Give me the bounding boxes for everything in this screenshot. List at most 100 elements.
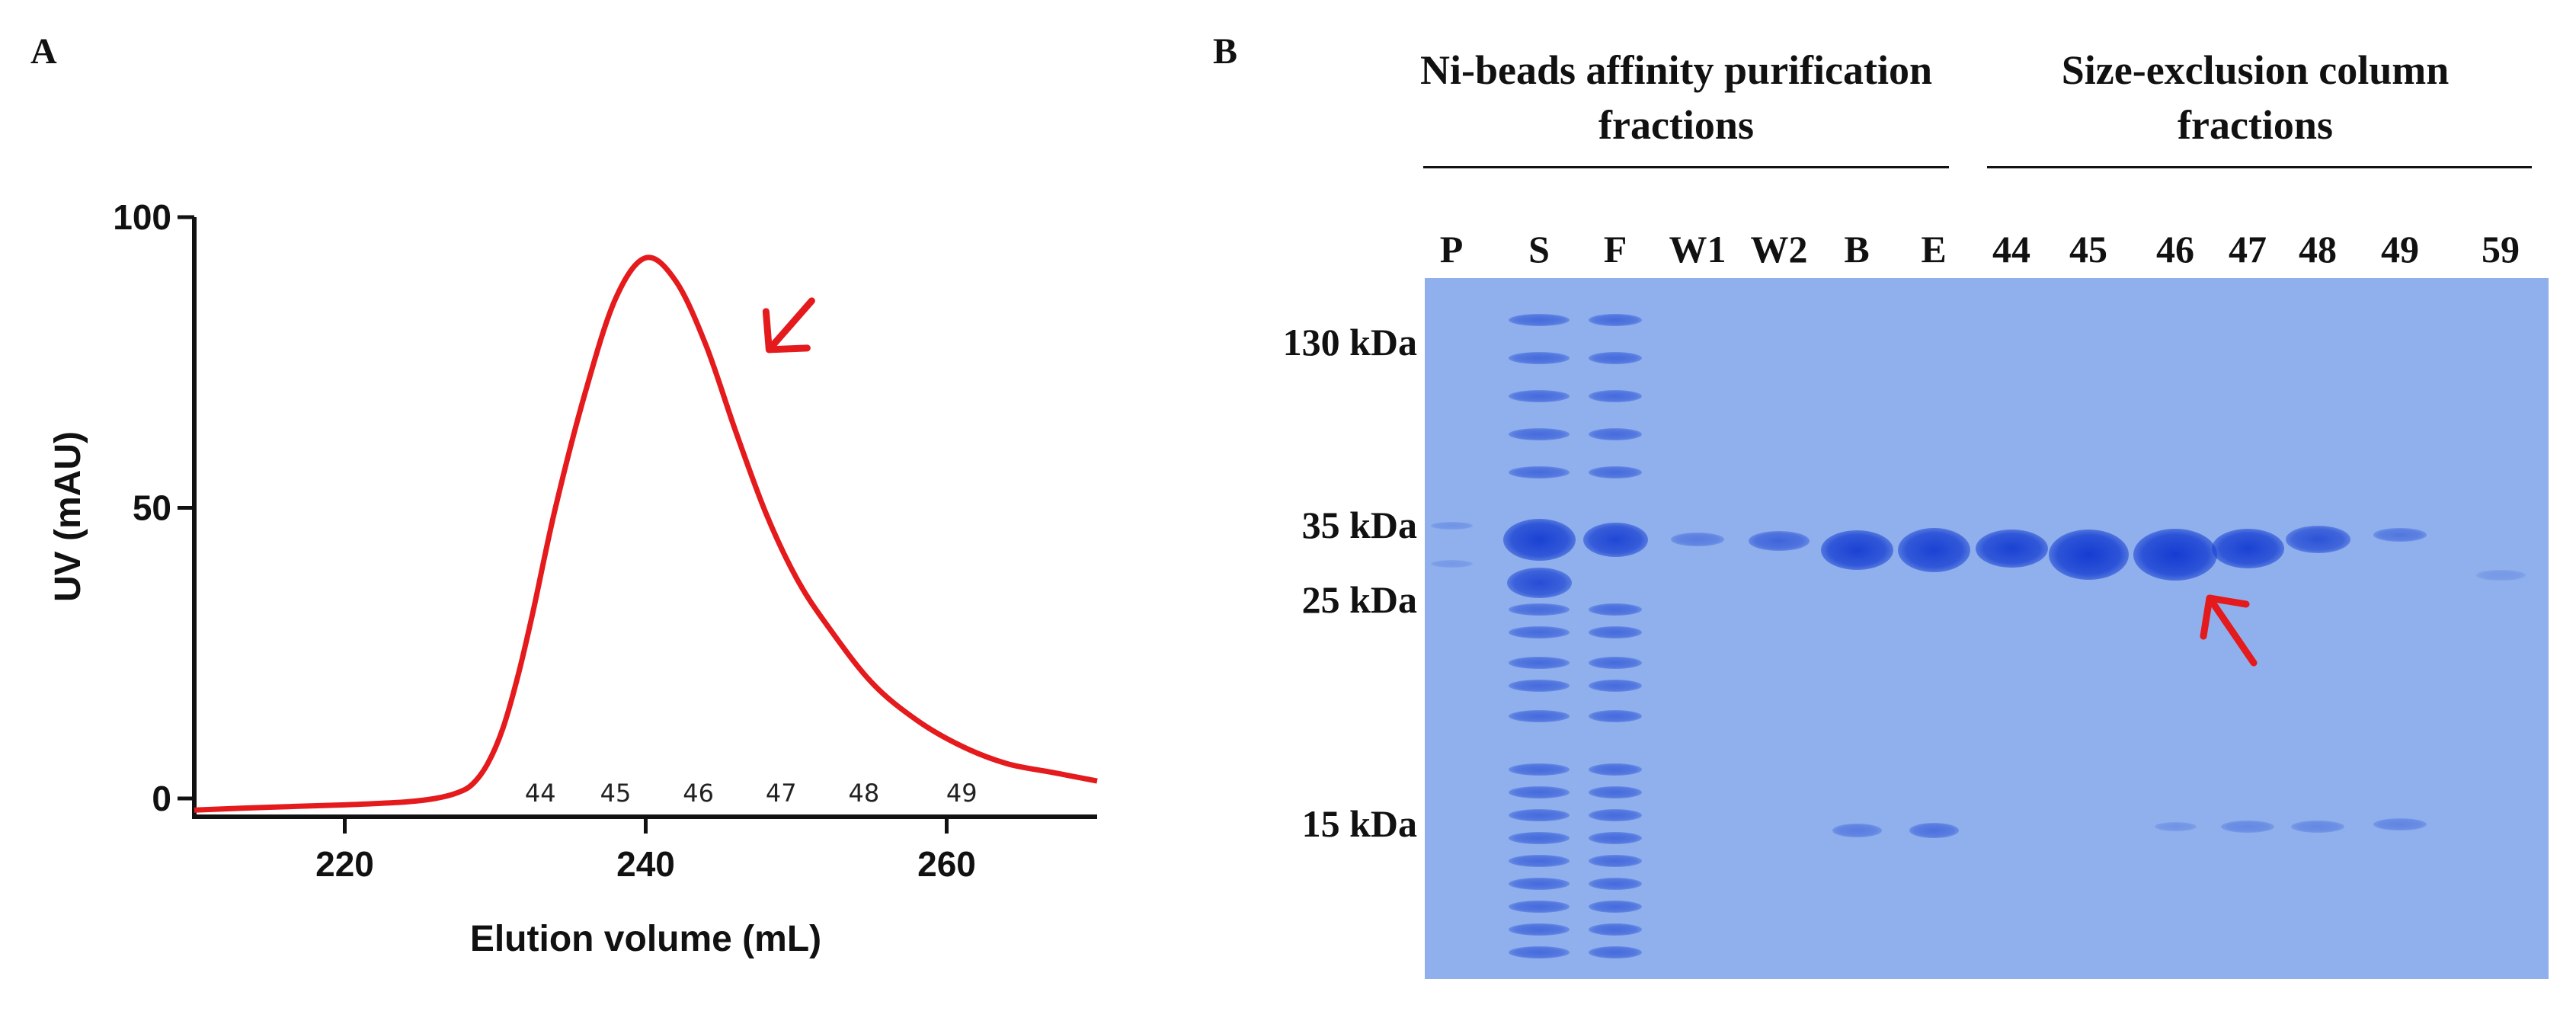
- lane-label: P: [1439, 228, 1464, 270]
- lysate-band: [1509, 763, 1570, 776]
- lysate-band: [1509, 657, 1570, 669]
- lysate-band: [1589, 314, 1642, 326]
- lane-label: B: [1844, 228, 1870, 270]
- protein-band: [2373, 818, 2427, 830]
- lysate-band: [1589, 946, 1642, 958]
- group-title-ni-line2: fractions: [1598, 102, 1754, 148]
- panel-a-letter: A: [30, 31, 57, 72]
- y-tick-label: 50: [133, 488, 171, 528]
- lysate-band: [1509, 352, 1570, 364]
- gel-image: [1425, 278, 2549, 979]
- lysate-band: [1509, 878, 1570, 890]
- lane-label: 45: [2069, 228, 2107, 270]
- marker-label: 25 kDa: [1301, 578, 1417, 621]
- protein-band: [1909, 823, 1959, 838]
- lysate-band: [1509, 314, 1570, 326]
- lysate-band: [1509, 390, 1570, 402]
- marker-label: 35 kDa: [1301, 504, 1417, 546]
- lysate-band: [1589, 809, 1642, 821]
- lane-label: W1: [1669, 228, 1726, 270]
- protein-band: [2285, 526, 2350, 553]
- lysate-band: [1589, 657, 1642, 669]
- protein-band: [2475, 570, 2526, 581]
- group-title-sec-line2: fractions: [2178, 102, 2333, 148]
- protein-band: [1502, 518, 1576, 561]
- protein-band: [1975, 530, 2048, 568]
- lysate-band: [1509, 809, 1570, 821]
- lane-label: 47: [2229, 228, 2267, 270]
- group-title-ni-line1: Ni-beads affinity purification: [1419, 47, 1933, 93]
- lysate-band: [1589, 832, 1642, 844]
- fraction-label: 48: [849, 779, 880, 808]
- lysate-band: [1589, 428, 1642, 440]
- lysate-band: [1589, 626, 1642, 638]
- group-underline-sec: [1987, 166, 2532, 168]
- lysate-band: [1509, 901, 1570, 913]
- elution-chart: 0 50 100 220 240 260 Elution volume (mL) UV (mA…: [48, 197, 1098, 959]
- protein-band: [1832, 824, 1882, 837]
- protein-band: [2373, 528, 2427, 542]
- protein-band: [2133, 529, 2217, 581]
- protein-band: [2048, 530, 2129, 580]
- lysate-band: [1509, 603, 1570, 616]
- lysate-band: [1589, 390, 1642, 402]
- lysate-band: [1589, 878, 1642, 890]
- fraction-label: 49: [946, 779, 978, 808]
- lysate-band: [1589, 923, 1642, 936]
- lysate-band: [1509, 923, 1570, 936]
- lysate-band: [1589, 763, 1642, 776]
- marker-label: 130 kDa: [1282, 321, 1417, 363]
- lane-label: 59: [2482, 228, 2520, 270]
- group-title-sec-line1: Size-exclusion column: [2061, 47, 2450, 93]
- lysate-band: [1589, 680, 1642, 692]
- fraction-label: 47: [766, 779, 797, 808]
- lysate-band: [1509, 626, 1570, 638]
- x-tick-label: 240: [616, 844, 675, 884]
- protein-band: [1749, 531, 1810, 551]
- panel-b-letter: B: [1213, 31, 1238, 72]
- lane-label: 49: [2381, 228, 2419, 270]
- lane-label: F: [1603, 228, 1627, 270]
- lysate-band: [1509, 428, 1570, 440]
- lysate-band: [1509, 946, 1570, 958]
- gel-arrow-icon: [2200, 594, 2258, 667]
- lysate-band: [1589, 855, 1642, 867]
- group-underline-ni: [1423, 166, 1949, 168]
- lysate-band: [1509, 786, 1570, 798]
- protein-band: [1506, 568, 1572, 598]
- y-axis-title: UV (mAU): [48, 431, 88, 602]
- protein-band: [1820, 530, 1893, 570]
- x-tick-label: 220: [315, 844, 374, 884]
- lysate-band: [1509, 855, 1570, 867]
- lane-label: 48: [2299, 228, 2337, 270]
- marker-label: 15 kDa: [1301, 802, 1417, 845]
- protein-band: [2211, 529, 2284, 568]
- lysate-band: [1589, 786, 1642, 798]
- lysate-band: [1509, 680, 1570, 692]
- x-axis-title: Elution volume (mL): [470, 919, 821, 959]
- protein-band: [2154, 822, 2197, 831]
- lysate-band: [1509, 466, 1570, 478]
- fraction-label: 46: [683, 779, 714, 808]
- lysate-band: [1589, 603, 1642, 616]
- lysate-band: [1589, 901, 1642, 913]
- lysate-band: [1589, 710, 1642, 722]
- protein-band: [1430, 560, 1473, 568]
- lysate-band: [1509, 832, 1570, 844]
- lane-label: W2: [1750, 228, 1808, 270]
- lane-label: 46: [2156, 228, 2194, 270]
- peak-arrow-icon: [762, 297, 815, 354]
- y-tick-label: 100: [113, 197, 171, 237]
- lysate-band: [1509, 710, 1570, 722]
- protein-band: [2291, 821, 2344, 833]
- lysate-band: [1589, 352, 1642, 364]
- x-tick-label: 260: [917, 844, 976, 884]
- protein-band: [1671, 533, 1724, 546]
- fraction-label: 45: [600, 779, 632, 808]
- protein-band: [1897, 528, 1970, 572]
- lane-label: S: [1528, 228, 1550, 270]
- protein-band: [2221, 821, 2274, 833]
- elution-series-line: [194, 254, 1098, 813]
- lane-label: E: [1921, 228, 1947, 270]
- protein-band: [1430, 522, 1473, 530]
